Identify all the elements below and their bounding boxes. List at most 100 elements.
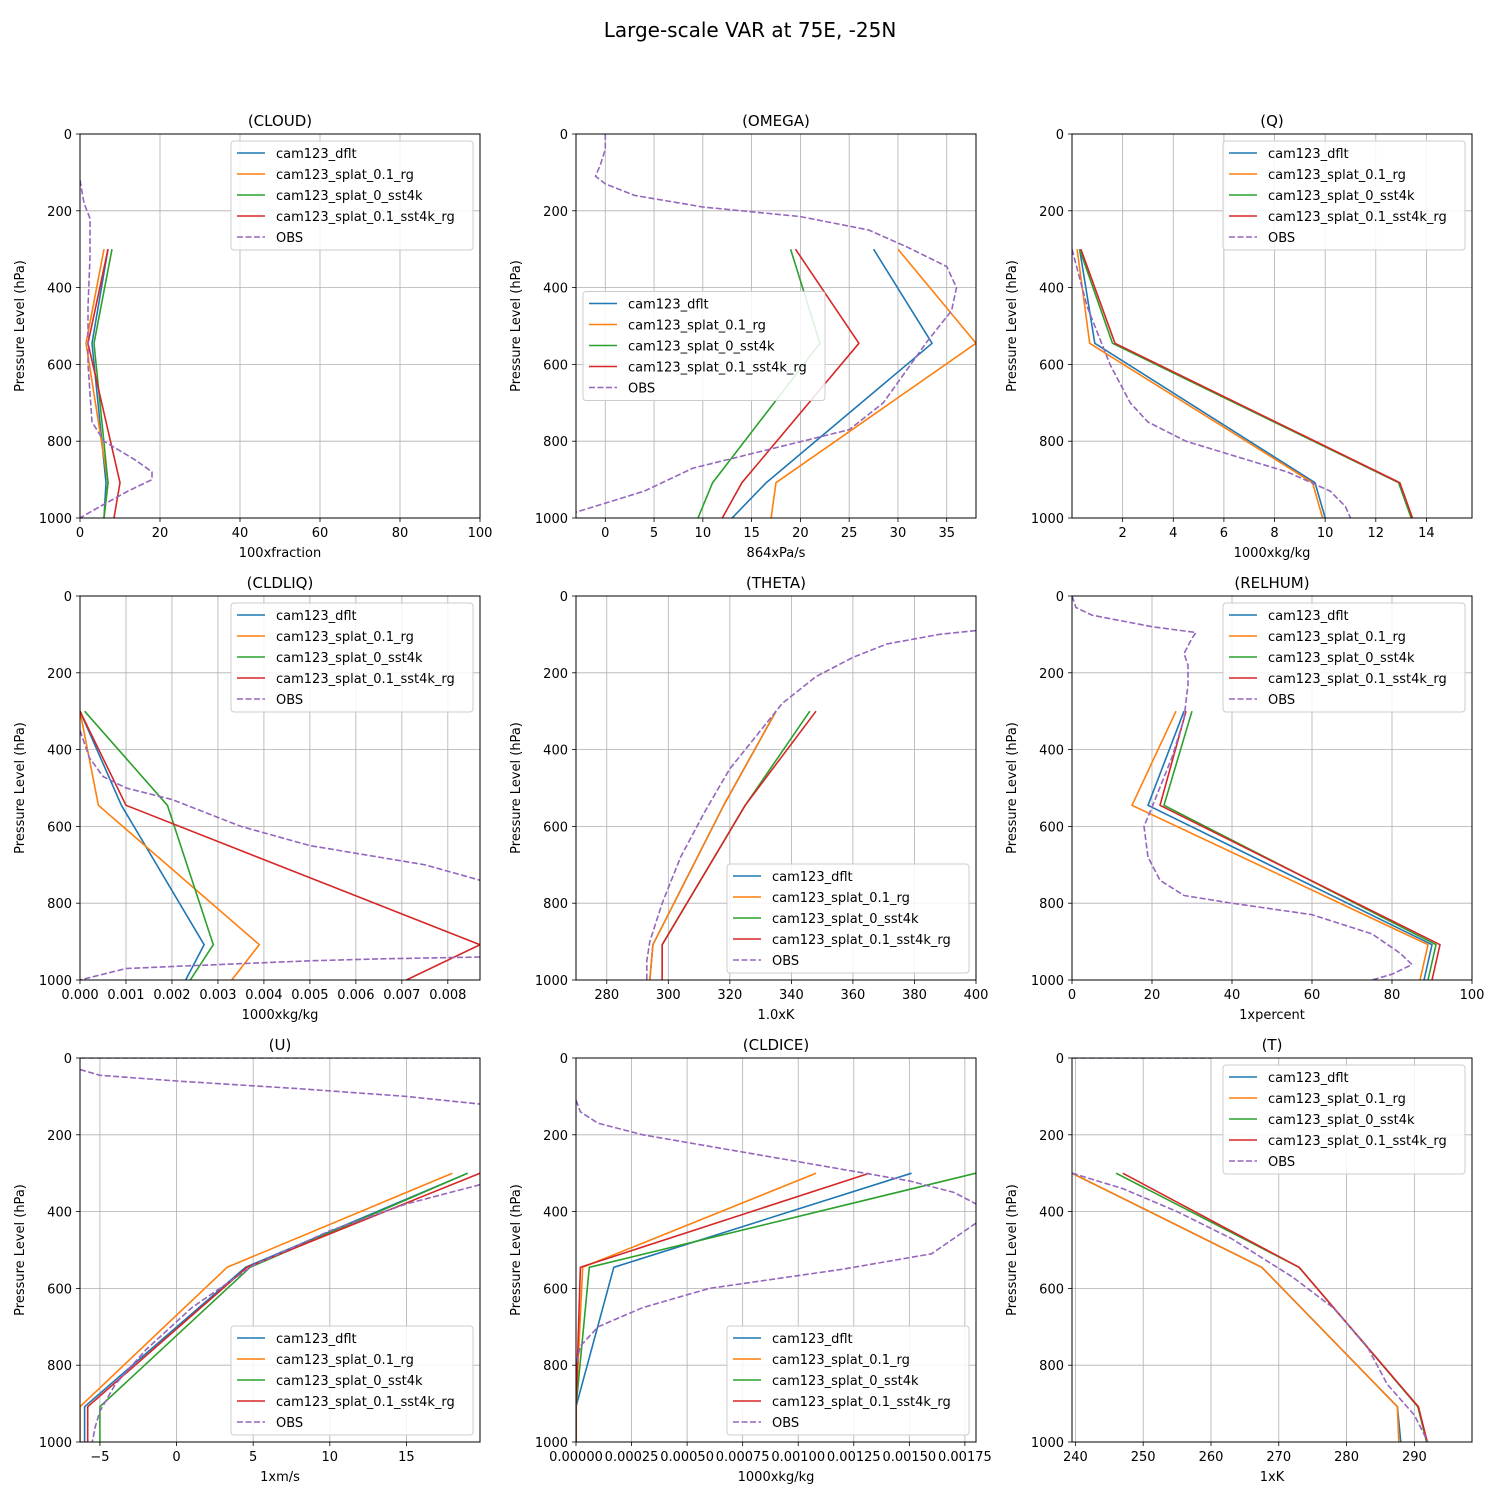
x-tick-label: 0 — [1068, 988, 1076, 1003]
series-line-cam123-splat-0-sst4k — [99, 1172, 469, 1442]
x-tick-label: 15 — [398, 1450, 415, 1465]
y-tick-label: 400 — [47, 282, 72, 297]
legend-box — [230, 1325, 474, 1436]
x-tick-label: 60 — [312, 526, 329, 541]
x-tick-label: 0.00050 — [660, 1450, 714, 1465]
legend-label: OBS — [1268, 693, 1295, 708]
legend-label: cam123_splat_0.1_sst4k_rg — [1268, 210, 1447, 225]
y-tick-label: 600 — [543, 820, 568, 835]
y-tick-label: 0 — [560, 128, 568, 143]
y-tick-label: 0 — [1056, 590, 1064, 605]
legend-label: OBS — [276, 693, 303, 708]
y-tick-label: 200 — [543, 1129, 568, 1144]
y-tick-label: 800 — [47, 897, 72, 912]
legend-label: cam123_splat_0_sst4k — [772, 1374, 919, 1389]
legend: cam123_dflt cam123_splat_0.1_rg cam123_spl… — [230, 140, 474, 251]
y-tick-label: 200 — [543, 667, 568, 682]
x-tick-label: 60 — [1304, 988, 1321, 1003]
legend-label: cam123_dflt — [628, 298, 709, 313]
y-axis-label: Pressure Level (hPa) — [13, 722, 28, 854]
x-tick-label: 290 — [1402, 1450, 1427, 1465]
legend: cam123_dflt cam123_splat_0.1_rg cam123_spl… — [230, 1325, 474, 1436]
x-tick-label: 300 — [656, 988, 681, 1003]
legend-label: cam123_dflt — [276, 1332, 357, 1347]
series-line-cam123-dflt — [80, 710, 205, 980]
y-tick-label: 400 — [1039, 282, 1064, 297]
y-tick-label: 400 — [1039, 744, 1064, 759]
legend-label: cam123_splat_0.1_rg — [1268, 168, 1406, 183]
series-line-cam123-dflt — [83, 1172, 469, 1442]
y-tick-label: 1000 — [1031, 974, 1064, 989]
y-tick-label: 0 — [560, 1052, 568, 1067]
x-tick-label: 0.000 — [61, 988, 98, 1003]
subplot-0: 0 20 40 60 80 10002004006008001000(CLOUD)100x… — [13, 112, 492, 561]
legend-label: OBS — [1268, 1155, 1295, 1170]
subplot-title: (T) — [1262, 1036, 1283, 1054]
axes-frame — [1071, 133, 1473, 519]
series-line-cam123-splat-0-1-sst4k-rg — [87, 249, 121, 518]
y-tick-label: 1000 — [1031, 512, 1064, 527]
legend-label: OBS — [628, 382, 655, 397]
axes-frame — [79, 133, 481, 519]
x-tick-label: 30 — [890, 526, 907, 541]
y-tick-label: 600 — [47, 1282, 72, 1297]
x-tick-label: 0.003 — [199, 988, 236, 1003]
series-line-cam123-splat-0-sst4k — [93, 249, 113, 518]
x-tick-label: 5 — [249, 1450, 257, 1465]
legend-label: cam123_splat_0.1_sst4k_rg — [276, 1395, 455, 1410]
series-line-cam123-splat-0-1-sst4k-rg — [1159, 710, 1441, 980]
y-tick-label: 1000 — [535, 1436, 568, 1451]
legend-label: cam123_splat_0.1_rg — [1268, 630, 1406, 645]
legend-label: OBS — [276, 231, 303, 246]
x-tick-label: 2 — [1118, 526, 1126, 541]
x-tick-label: 0 — [601, 526, 609, 541]
y-tick-label: 200 — [47, 667, 72, 682]
x-tick-label: 6 — [1220, 526, 1228, 541]
subplot-5: 0 20 40 60 80 10002004006008001000(RELHUM)1xp… — [1005, 574, 1484, 1023]
series-line-cam123-splat-0-1-rg — [770, 248, 976, 518]
x-tick-label: 0.00075 — [716, 1450, 770, 1465]
x-axis-label: 1000xkg/kg — [1234, 546, 1311, 561]
legend-label: cam123_splat_0.1_sst4k_rg — [276, 210, 455, 225]
y-axis-label: Pressure Level (hPa) — [509, 260, 524, 392]
series-group — [645, 629, 976, 980]
axes-frame — [1071, 1057, 1473, 1443]
y-tick-label: 200 — [1039, 205, 1064, 220]
legend-label: cam123_splat_0_sst4k — [276, 651, 423, 666]
series-group — [80, 710, 480, 980]
x-tick-label: −5 — [90, 1450, 109, 1465]
x-tick-label: 20 — [152, 526, 169, 541]
series-line-cam123-dflt — [91, 249, 109, 518]
x-tick-label: 280 — [1334, 1450, 1359, 1465]
legend-label: cam123_splat_0.1_rg — [772, 1353, 910, 1368]
x-axis-label: 1000xkg/kg — [242, 1008, 319, 1023]
y-tick-label: 0 — [64, 128, 72, 143]
x-tick-label: 400 — [964, 988, 989, 1003]
y-tick-label: 1000 — [535, 974, 568, 989]
series-line-obs — [91, 1183, 480, 1442]
x-axis-label: 864xPa/s — [747, 546, 806, 561]
subplot-title: (CLDICE) — [743, 1036, 809, 1054]
series-line-cam123-splat-0-1-sst4k-rg — [576, 1172, 870, 1442]
series-line-obs — [1072, 596, 1413, 980]
series-line-cam123-dflt — [731, 248, 933, 518]
y-tick-label: 1000 — [39, 974, 72, 989]
y-axis-label: Pressure Level (hPa) — [13, 1184, 28, 1316]
legend: cam123_dflt cam123_splat_0.1_rg cam123_spl… — [582, 291, 826, 401]
y-tick-label: 1000 — [1031, 1436, 1064, 1451]
y-tick-label: 400 — [543, 282, 568, 297]
x-tick-label: 340 — [779, 988, 804, 1003]
x-tick-label: 0.00025 — [605, 1450, 659, 1465]
axes-frame — [575, 1057, 977, 1443]
series-group — [1072, 596, 1441, 980]
x-tick-label: 0.00150 — [882, 1450, 936, 1465]
legend-label: cam123_splat_0.1_rg — [276, 168, 414, 183]
x-axis-label: 1000xkg/kg — [738, 1470, 815, 1485]
legend-label: OBS — [276, 1416, 303, 1431]
y-tick-label: 400 — [47, 1206, 72, 1221]
subplot-title: (U) — [269, 1036, 292, 1054]
x-tick-label: 0 — [76, 526, 84, 541]
series-line-obs — [80, 956, 480, 980]
subplot-6: −5 0 5 10 15 0 200 400 600 800 1000 (U) 1xm/s Pressur… — [13, 1036, 481, 1485]
